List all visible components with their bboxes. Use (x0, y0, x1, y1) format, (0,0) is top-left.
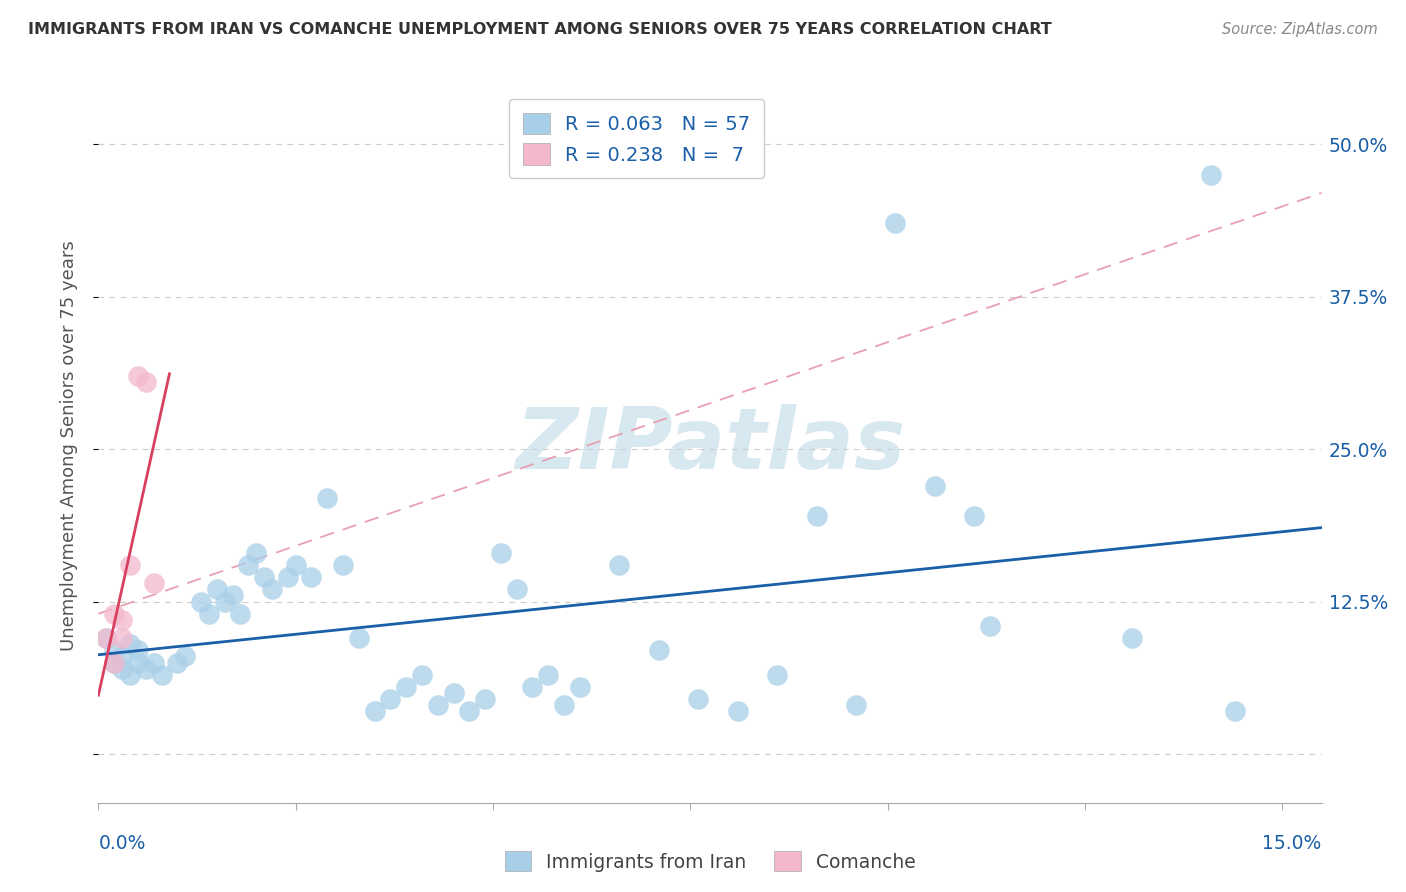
Point (245, 546, 267, 560)
Point (118, 637, 141, 651)
Point (648, 643, 671, 657)
Point (284, 558, 307, 572)
Point (277, 570, 299, 584)
Point (924, 478, 946, 492)
Text: 15.0%: 15.0% (1263, 834, 1322, 853)
Point (1223, 704, 1246, 718)
Point (118, 667, 141, 681)
Point (458, 704, 481, 718)
Point (111, 649, 134, 664)
Point (806, 509, 828, 524)
Point (166, 656, 188, 670)
Point (688, 692, 710, 706)
Point (522, 680, 544, 694)
Point (96, 631, 118, 645)
Point (884, 216, 907, 230)
Point (127, 656, 149, 670)
Point (301, 570, 323, 584)
Point (214, 594, 236, 608)
Point (103, 656, 125, 670)
Point (111, 631, 134, 645)
Point (238, 558, 260, 572)
Point (190, 594, 212, 608)
Point (229, 607, 252, 621)
Point (395, 680, 418, 694)
Point (205, 582, 228, 597)
Text: ZIPatlas: ZIPatlas (515, 404, 905, 488)
Point (380, 692, 402, 706)
Point (142, 656, 165, 670)
Point (316, 491, 339, 505)
Point (127, 643, 149, 657)
Point (260, 582, 283, 597)
Point (135, 662, 157, 676)
Point (1199, 168, 1222, 182)
Text: 0.0%: 0.0% (98, 834, 146, 853)
Point (1121, 631, 1143, 645)
Point (174, 649, 197, 664)
Point (221, 589, 243, 603)
Point (537, 667, 560, 681)
Point (253, 570, 276, 584)
Text: Source: ZipAtlas.com: Source: ZipAtlas.com (1222, 22, 1378, 37)
Point (489, 546, 512, 560)
Point (568, 680, 591, 694)
Point (426, 698, 449, 713)
Y-axis label: Unemployment Among Seniors over 75 years: Unemployment Among Seniors over 75 years (59, 241, 77, 651)
Point (118, 558, 141, 572)
Point (443, 686, 465, 700)
Point (103, 643, 125, 657)
Point (332, 558, 354, 572)
Legend: Immigrants from Iran, Comanche: Immigrants from Iran, Comanche (498, 844, 922, 879)
Point (103, 656, 125, 670)
Point (963, 509, 986, 524)
Point (979, 619, 1001, 633)
Point (363, 704, 385, 718)
Point (505, 582, 527, 597)
Point (474, 692, 496, 706)
Point (411, 667, 433, 681)
Text: IMMIGRANTS FROM IRAN VS COMANCHE UNEMPLOYMENT AMONG SENIORS OVER 75 YEARS CORREL: IMMIGRANTS FROM IRAN VS COMANCHE UNEMPLO… (28, 22, 1052, 37)
Point (553, 698, 575, 713)
Point (198, 607, 221, 621)
Point (727, 704, 749, 718)
Point (150, 667, 173, 681)
Point (347, 631, 370, 645)
Point (111, 613, 134, 627)
Point (96, 631, 118, 645)
Point (127, 368, 149, 383)
Point (103, 607, 125, 621)
Point (766, 667, 789, 681)
Point (111, 662, 134, 676)
Point (845, 698, 868, 713)
Point (142, 576, 165, 591)
Point (607, 558, 630, 572)
Point (135, 375, 157, 389)
